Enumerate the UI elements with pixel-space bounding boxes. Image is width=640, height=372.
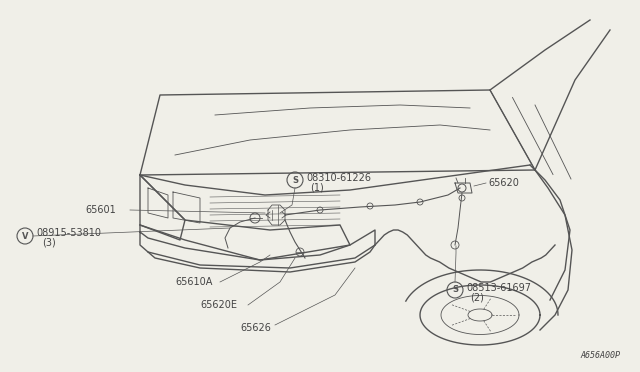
- Text: S: S: [452, 285, 458, 295]
- Text: S: S: [292, 176, 298, 185]
- Text: 08310-61226: 08310-61226: [306, 173, 371, 183]
- Text: 65610A: 65610A: [175, 277, 212, 287]
- Text: A656A00P: A656A00P: [580, 351, 620, 360]
- Text: 65620E: 65620E: [200, 300, 237, 310]
- Text: V: V: [22, 231, 28, 241]
- Text: 08513-61697: 08513-61697: [466, 283, 531, 293]
- Text: (1): (1): [310, 182, 324, 192]
- Text: 08915-53810: 08915-53810: [36, 228, 101, 238]
- Text: (2): (2): [470, 292, 484, 302]
- Text: 65601: 65601: [85, 205, 116, 215]
- Text: 65626: 65626: [240, 323, 271, 333]
- Text: 65620: 65620: [488, 178, 519, 188]
- Text: (3): (3): [42, 237, 56, 247]
